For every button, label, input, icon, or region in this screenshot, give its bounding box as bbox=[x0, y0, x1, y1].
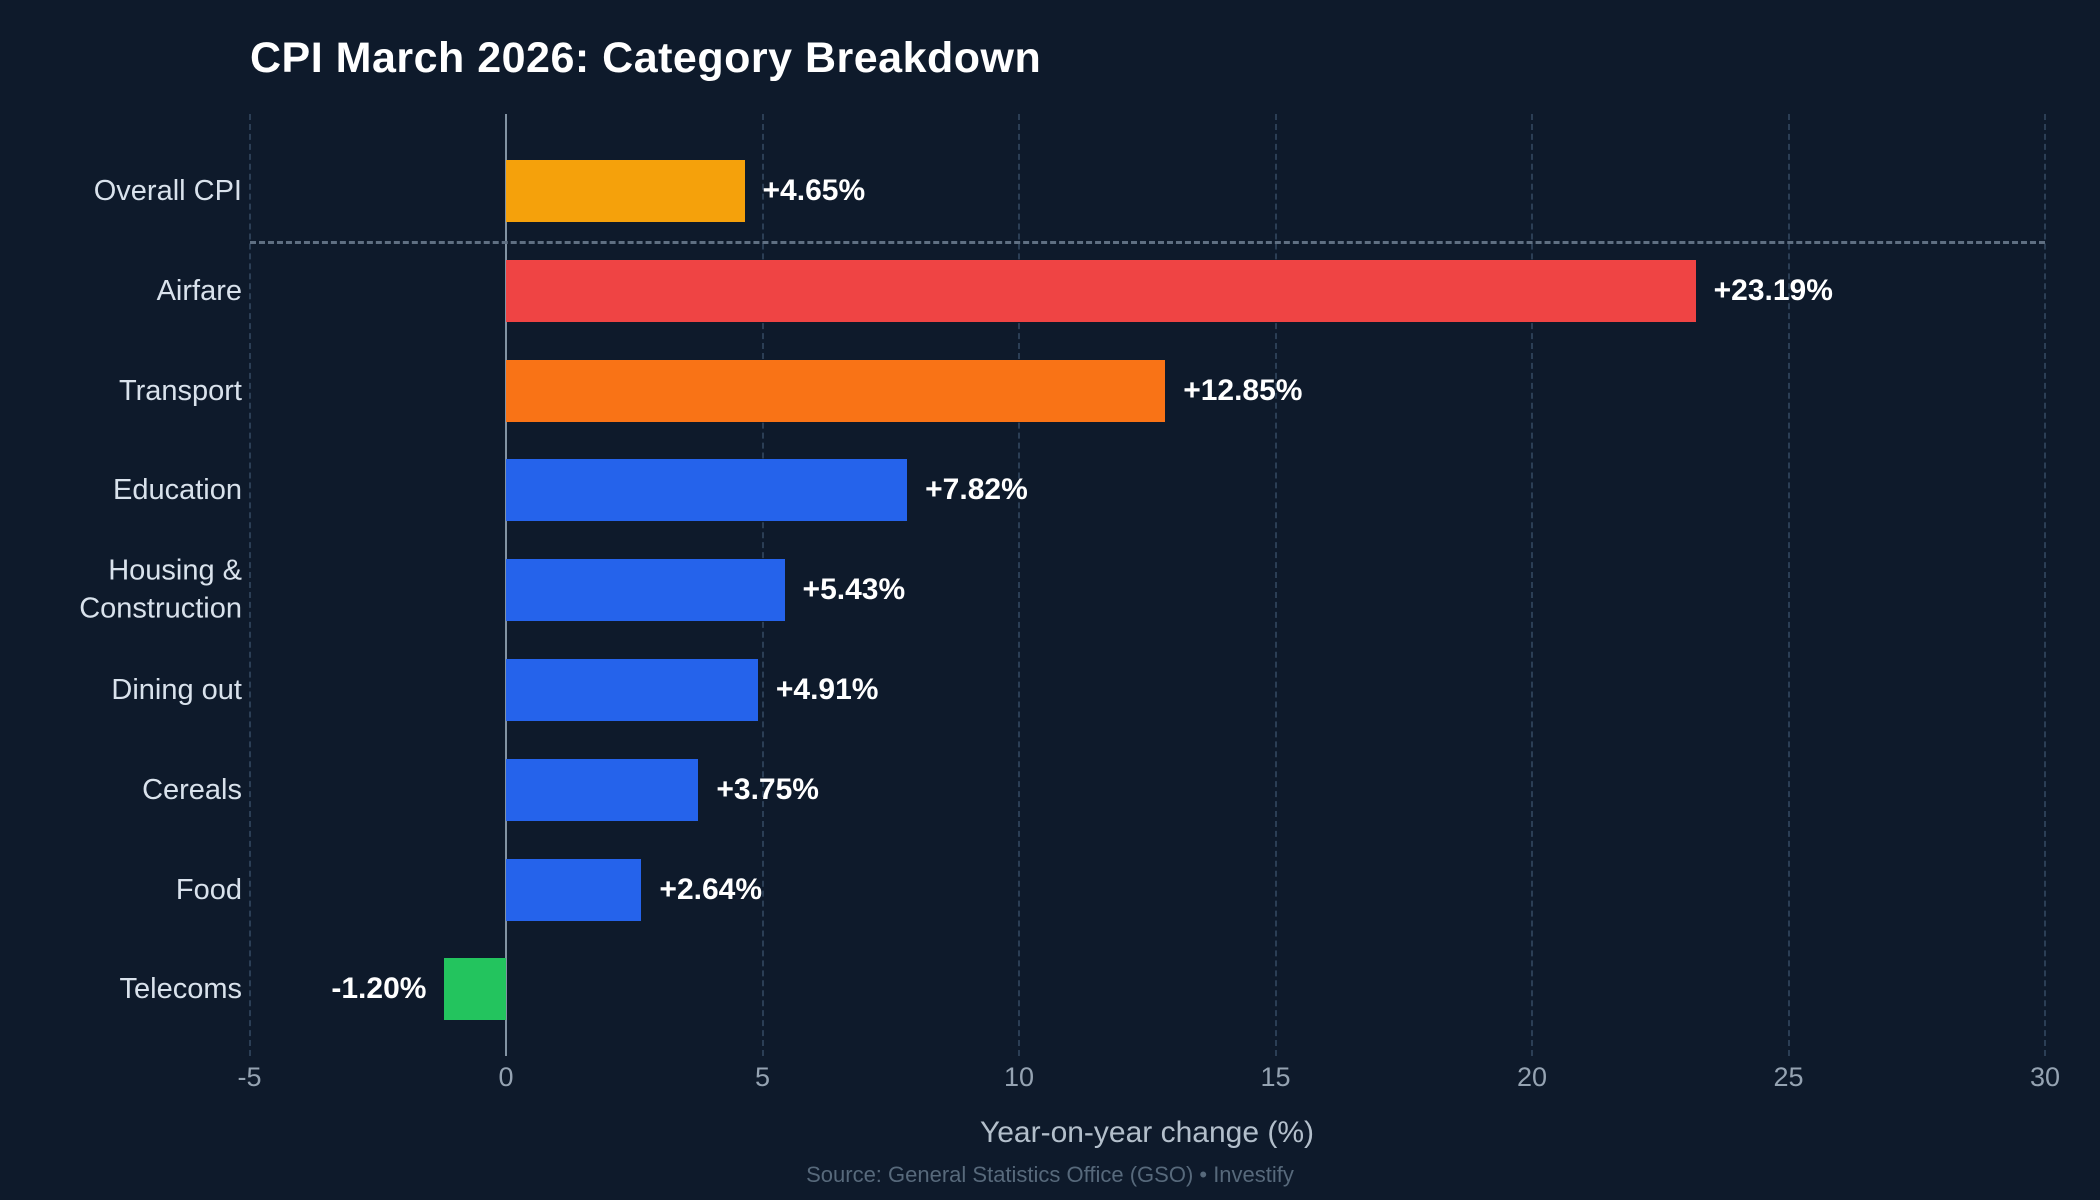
value-label: -1.20% bbox=[331, 972, 427, 1006]
gridline bbox=[248, 114, 251, 1056]
value-label: +23.19% bbox=[1713, 273, 1833, 307]
gridline bbox=[2044, 114, 2046, 1056]
x-tick-label: 10 bbox=[1003, 1062, 1035, 1092]
category-label: Transport bbox=[118, 374, 242, 407]
gridline bbox=[1787, 114, 1790, 1056]
x-tick-label: -5 bbox=[237, 1062, 262, 1092]
category-label: Dining out bbox=[111, 673, 242, 706]
value-label: +4.65% bbox=[762, 174, 866, 207]
value-label: +2.64% bbox=[659, 872, 763, 906]
x-tick-label: 30 bbox=[2029, 1062, 2061, 1092]
x-tick-label: 0 bbox=[498, 1062, 514, 1092]
x-axis-label: Year-on-year change (%) bbox=[979, 1116, 1315, 1149]
bar bbox=[506, 459, 908, 522]
bar bbox=[444, 958, 506, 1021]
bar bbox=[506, 758, 699, 821]
bar bbox=[506, 359, 1166, 422]
bar bbox=[506, 858, 642, 921]
x-tick-label: 25 bbox=[1773, 1062, 1804, 1092]
overall-cpi-separator-line bbox=[249, 241, 2045, 244]
value-label: +12.85% bbox=[1183, 373, 1303, 407]
bar bbox=[506, 559, 785, 622]
value-label: +4.91% bbox=[775, 673, 879, 706]
x-tick-label: 15 bbox=[1260, 1062, 1291, 1092]
gridline bbox=[1018, 114, 1020, 1056]
category-label: Food bbox=[175, 873, 242, 906]
x-tick-label: 5 bbox=[754, 1062, 771, 1092]
category-label: Airfare bbox=[156, 274, 242, 307]
category-label: Overall CPI bbox=[93, 174, 242, 207]
bar bbox=[506, 659, 758, 721]
value-label: +3.75% bbox=[716, 772, 819, 806]
category-label: Telecoms bbox=[119, 973, 243, 1006]
gridline bbox=[1274, 114, 1277, 1056]
category-label: Housing & Construction bbox=[79, 554, 242, 626]
category-label: Education bbox=[113, 474, 242, 507]
bar bbox=[506, 259, 1696, 322]
value-label: +5.43% bbox=[802, 573, 906, 607]
gridline bbox=[1531, 114, 1533, 1056]
bar bbox=[506, 160, 745, 222]
category-label: Cereals bbox=[142, 773, 242, 806]
chart-title: CPI March 2026: Category Breakdown bbox=[250, 34, 1042, 82]
value-label: +7.82% bbox=[925, 473, 1028, 507]
source-caption: Source: General Statistics Office (GSO) … bbox=[806, 1162, 1294, 1187]
x-tick-label: 20 bbox=[1516, 1062, 1548, 1092]
